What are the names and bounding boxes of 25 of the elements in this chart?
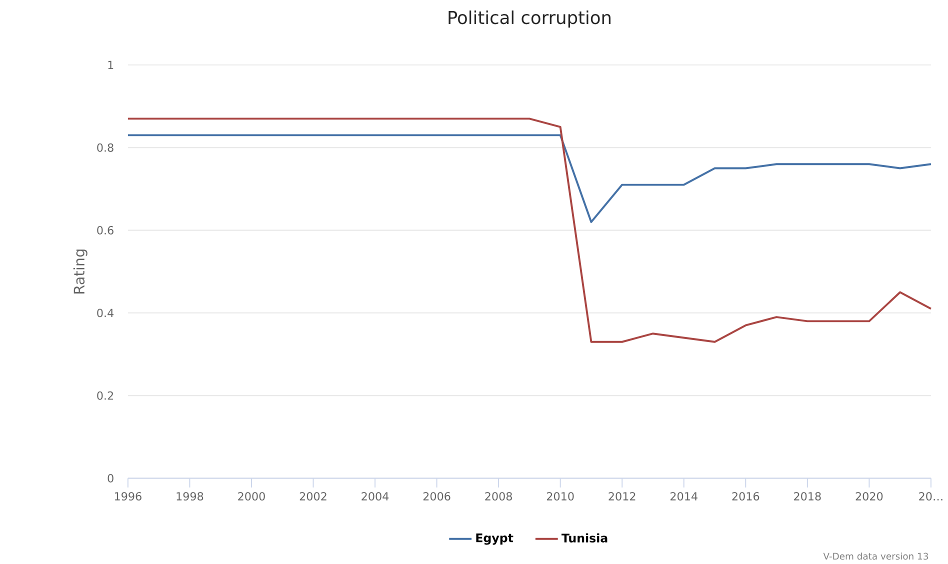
y-tick-label: 0.6: [97, 226, 114, 235]
legend-label: Egypt: [476, 534, 514, 545]
x-tick-label: 2008: [485, 492, 512, 501]
x-tick-label: 2018: [794, 492, 821, 501]
x-tick-label: 1998: [176, 492, 204, 501]
x-tick-label: 1996: [114, 492, 142, 501]
chart-title: Political corruption: [448, 10, 610, 28]
y-tick-label: 0.8: [97, 143, 114, 152]
x-tick-label: 2002: [300, 492, 326, 501]
y-tick-label: 0.4: [97, 308, 114, 318]
y-tick-label: 0.2: [97, 391, 114, 400]
x-tick-label: 2012: [608, 492, 636, 501]
y-tick-label: 1: [108, 60, 114, 70]
text: V-Dem data version 13: [823, 552, 928, 560]
x-tick-label: 2016: [732, 492, 760, 501]
y-axis-title: Rating: [73, 250, 88, 294]
x-tick-label: 2014: [670, 492, 698, 501]
x-tick-label: 2004: [362, 492, 389, 501]
x-tick-label: 20…: [919, 492, 942, 501]
y-tick-label: 0: [108, 474, 114, 483]
x-tick-label: 2010: [546, 492, 574, 501]
legend-label: Tunisia: [562, 533, 608, 543]
x-tick-label: 2000: [238, 492, 265, 501]
x-tick-label: 2020: [856, 492, 883, 501]
x-tick-label: 2006: [423, 492, 450, 501]
